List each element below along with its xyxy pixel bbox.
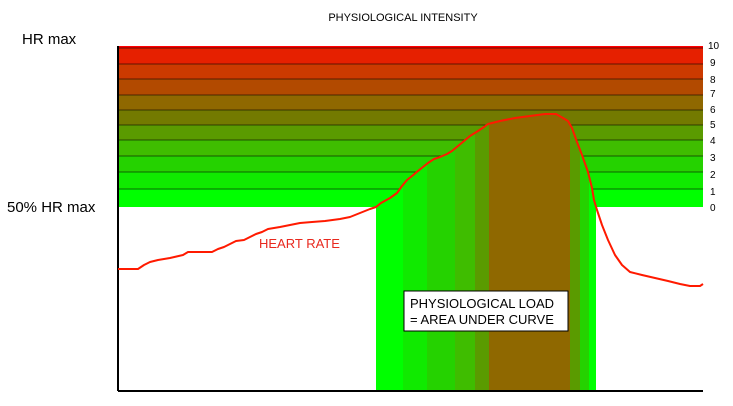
band-zone-3 xyxy=(118,140,703,156)
band-zone-8 xyxy=(118,64,703,79)
zone-label-4: 4 xyxy=(710,136,716,147)
band-zone-10 xyxy=(118,46,703,48)
heart-rate-line xyxy=(118,113,704,287)
diagram-title: PHYSIOLOGICAL INTENSITY xyxy=(328,12,478,24)
band-zone-2 xyxy=(118,156,703,172)
half-hr-max-label: 50% HR max xyxy=(7,199,96,216)
physiological-load-callout: PHYSIOLOGICAL LOAD = AREA UNDER CURVE xyxy=(403,290,569,332)
zone-label-10: 10 xyxy=(708,41,720,52)
zone-label-6: 6 xyxy=(710,105,716,116)
band-zone-9 xyxy=(118,48,703,64)
band-separators xyxy=(118,47,703,190)
band-zone-5 xyxy=(118,110,703,125)
zone-label-9: 9 xyxy=(710,58,716,69)
zone-label-7: 7 xyxy=(710,89,716,100)
callout-line-2: = AREA UNDER CURVE xyxy=(410,312,554,327)
zone-label-0: 0 xyxy=(710,203,716,214)
hr-max-label: HR max xyxy=(22,31,77,48)
callout-box xyxy=(403,290,569,332)
intensity-bands xyxy=(118,46,703,207)
zone-label-3: 3 xyxy=(710,153,716,164)
axes xyxy=(117,46,703,392)
callout-line-1: PHYSIOLOGICAL LOAD xyxy=(410,296,554,311)
zone-label-8: 8 xyxy=(710,75,716,86)
band-zone-7 xyxy=(118,79,703,95)
heart-rate-label: HEART RATE xyxy=(259,236,340,251)
zone-label-1: 1 xyxy=(710,187,716,198)
band-zone-6 xyxy=(118,95,703,110)
band-zone-4 xyxy=(118,125,703,140)
zone-label-5: 5 xyxy=(710,120,716,131)
zone-label-2: 2 xyxy=(710,170,716,181)
zone-labels: 10 9 8 7 6 5 4 3 2 1 0 xyxy=(708,41,720,214)
